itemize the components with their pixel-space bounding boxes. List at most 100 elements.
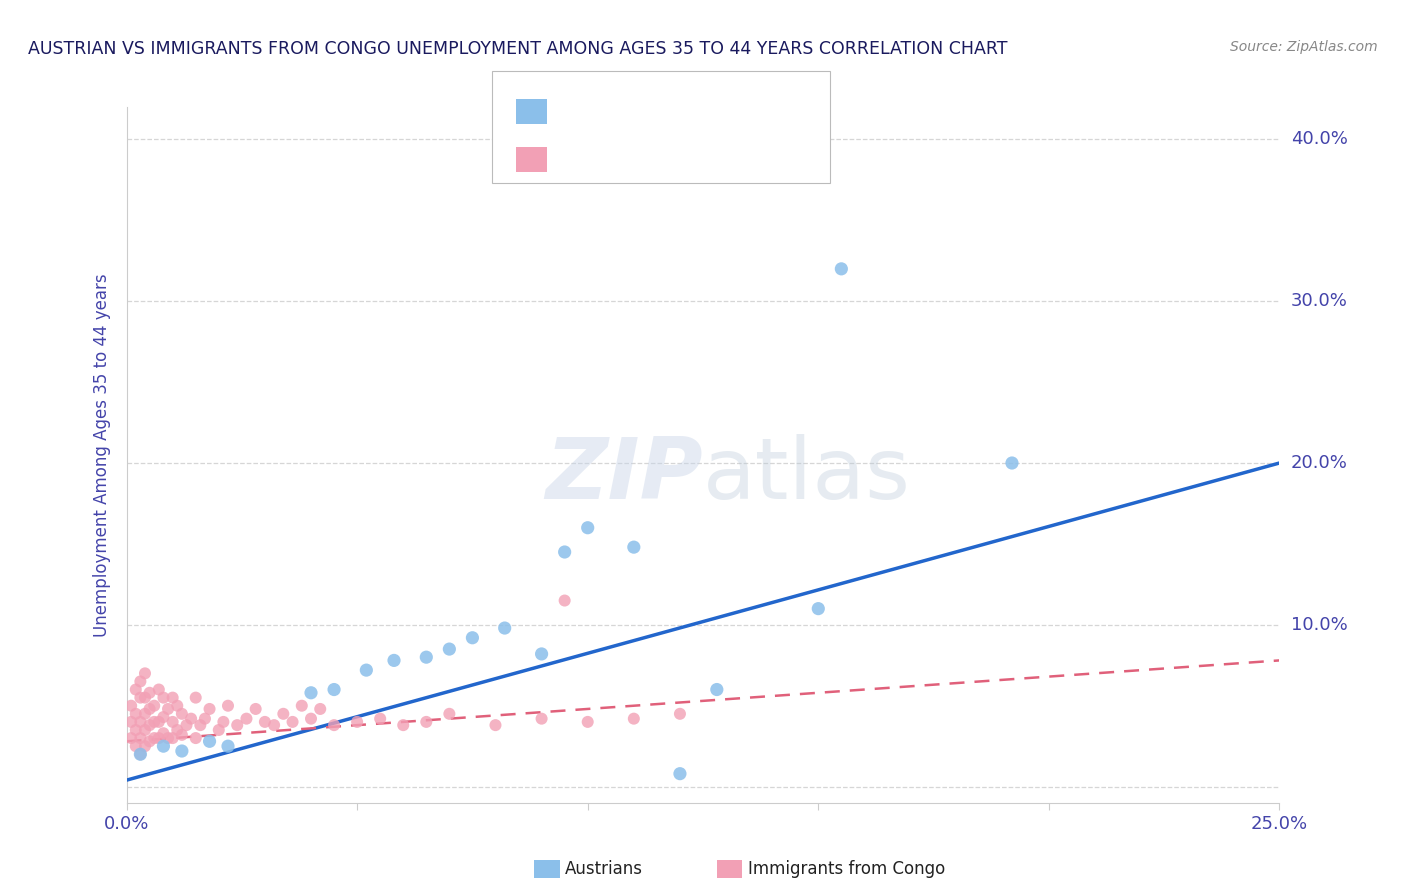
Point: [143, 698, 166, 713]
Text: ZIP: ZIP: [546, 434, 703, 517]
Point: [120, 698, 142, 713]
Text: 40.0%: 40.0%: [1291, 130, 1347, 148]
Point: [170, 706, 193, 721]
Point: [830, 261, 852, 276]
Point: [162, 690, 184, 705]
Point: [368, 712, 391, 726]
Point: [125, 706, 148, 721]
Point: [194, 712, 217, 726]
Point: [323, 682, 346, 697]
Point: [807, 601, 830, 615]
Point: [134, 723, 156, 737]
Point: [162, 714, 184, 729]
Point: [669, 766, 692, 780]
Point: [180, 712, 202, 726]
Point: [323, 718, 346, 732]
Point: [134, 739, 156, 754]
Text: atlas: atlas: [703, 434, 911, 517]
Point: [148, 682, 170, 697]
Point: [129, 690, 152, 705]
Text: 10.0%: 10.0%: [1291, 615, 1347, 634]
Point: [188, 718, 211, 732]
Point: [166, 723, 188, 737]
Point: [217, 739, 239, 754]
Point: [494, 621, 516, 635]
Point: [134, 690, 156, 705]
Point: [356, 663, 378, 677]
Point: [170, 744, 193, 758]
Point: [120, 714, 142, 729]
Point: [157, 702, 180, 716]
Point: [184, 690, 207, 705]
Point: [706, 682, 728, 697]
Point: [138, 734, 160, 748]
Point: [554, 545, 576, 559]
Point: [152, 710, 174, 724]
Text: Austrians: Austrians: [565, 860, 643, 878]
Point: [461, 631, 484, 645]
Point: [152, 690, 174, 705]
Point: [134, 666, 156, 681]
Point: [253, 714, 276, 729]
Point: [554, 593, 576, 607]
Point: [281, 714, 304, 729]
Point: [291, 698, 314, 713]
Point: [152, 726, 174, 740]
Point: [530, 647, 553, 661]
Point: [382, 653, 405, 667]
Point: [129, 674, 152, 689]
Point: [217, 698, 239, 713]
Point: [415, 650, 437, 665]
Point: [129, 731, 152, 745]
Point: [170, 728, 193, 742]
Text: AUSTRIAN VS IMMIGRANTS FROM CONGO UNEMPLOYMENT AMONG AGES 35 TO 44 YEARS CORRELA: AUSTRIAN VS IMMIGRANTS FROM CONGO UNEMPL…: [28, 40, 1008, 58]
Point: [138, 718, 160, 732]
Point: [208, 723, 231, 737]
Point: [138, 702, 160, 716]
Point: [125, 739, 148, 754]
Point: [148, 731, 170, 745]
Point: [235, 712, 257, 726]
Point: [576, 521, 599, 535]
Point: [125, 682, 148, 697]
Point: [129, 714, 152, 729]
Point: [346, 714, 368, 729]
Text: Source: ZipAtlas.com: Source: ZipAtlas.com: [1230, 40, 1378, 54]
Point: [162, 731, 184, 745]
Point: [299, 712, 322, 726]
Point: [166, 698, 188, 713]
Point: [148, 714, 170, 729]
Point: [623, 712, 645, 726]
Point: [263, 718, 285, 732]
Point: [623, 540, 645, 554]
Point: [138, 686, 160, 700]
Point: [530, 712, 553, 726]
Point: [392, 718, 415, 732]
Point: [152, 739, 174, 754]
Point: [184, 731, 207, 745]
Text: R = 0.043    N = 71: R = 0.043 N = 71: [561, 151, 752, 169]
Point: [439, 706, 461, 721]
Point: [134, 706, 156, 721]
Y-axis label: Unemployment Among Ages 35 to 44 years: Unemployment Among Ages 35 to 44 years: [93, 273, 111, 637]
Point: [125, 723, 148, 737]
Text: Immigrants from Congo: Immigrants from Congo: [748, 860, 945, 878]
Text: 20.0%: 20.0%: [1291, 454, 1347, 472]
Point: [226, 718, 249, 732]
Point: [157, 731, 180, 745]
Point: [129, 747, 152, 762]
Point: [176, 718, 198, 732]
Point: [439, 642, 461, 657]
Point: [198, 734, 221, 748]
Point: [309, 702, 332, 716]
Point: [212, 714, 235, 729]
Point: [129, 747, 152, 762]
Point: [669, 706, 692, 721]
Point: [143, 731, 166, 745]
Point: [415, 714, 437, 729]
Point: [484, 718, 506, 732]
Point: [299, 686, 322, 700]
Point: [273, 706, 295, 721]
Point: [576, 714, 599, 729]
Point: [245, 702, 267, 716]
